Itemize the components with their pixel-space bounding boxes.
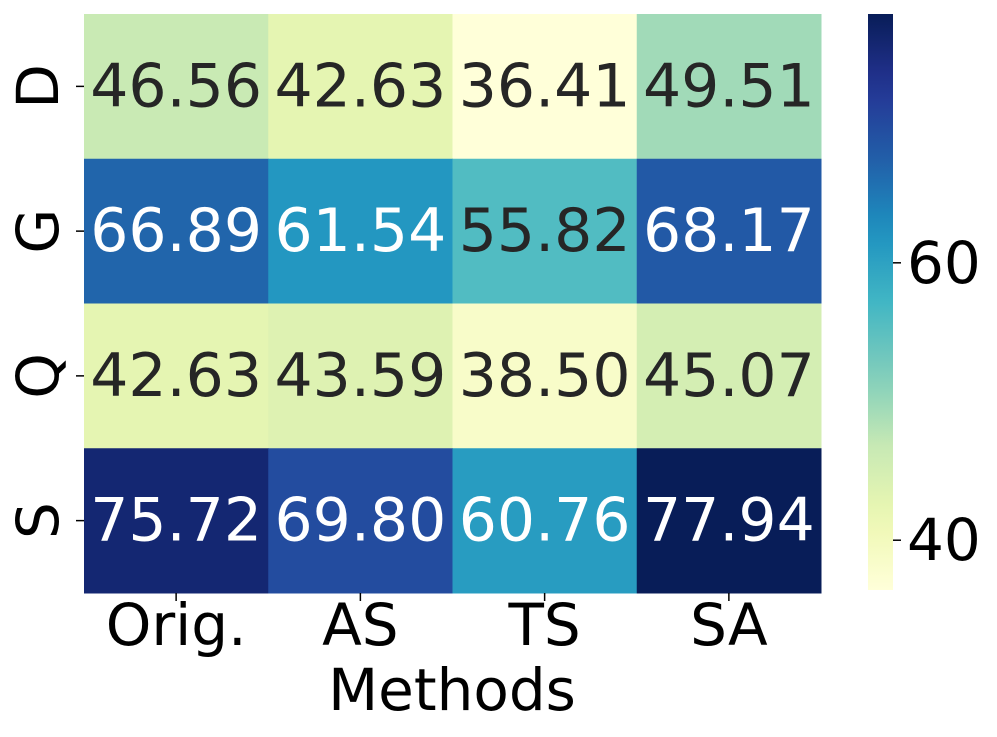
y-tick-label: Q xyxy=(4,353,72,399)
heatmap-cell xyxy=(452,303,638,449)
x-axis-ticks: Orig. AS TS SA xyxy=(106,591,768,659)
heatmap-cell xyxy=(636,448,822,594)
cell-value-label: 75.72 xyxy=(90,486,262,556)
heatmap-cell xyxy=(636,14,822,160)
heatmap-cell xyxy=(268,158,453,304)
cell-value-label: 61.54 xyxy=(274,196,446,266)
cell-value-label: 49.51 xyxy=(643,51,815,121)
heatmap-cell xyxy=(452,158,638,304)
cell-value-label: 45.07 xyxy=(643,341,815,411)
cell-value-label: 77.94 xyxy=(643,486,815,556)
heatmap-cell xyxy=(268,14,453,160)
heatmap-cell xyxy=(84,448,269,594)
x-tick-label: TS xyxy=(508,591,581,659)
cell-value-label: 46.56 xyxy=(90,51,262,121)
y-tick-label: D xyxy=(4,64,72,109)
x-tick-label: SA xyxy=(690,591,768,659)
heatmap-cell xyxy=(268,303,453,449)
heatmap-cell xyxy=(84,14,269,160)
heatmap-cell xyxy=(636,158,822,304)
colorbar-ticks: 40 60 xyxy=(893,229,981,574)
colorbar-tick-label: 40 xyxy=(907,506,981,574)
cell-value-label: 43.59 xyxy=(274,341,446,411)
y-tick-label: G xyxy=(4,209,72,254)
cell-value-label: 60.76 xyxy=(459,486,631,556)
cell-value-label: 36.41 xyxy=(459,51,631,121)
heatmap-cell xyxy=(268,448,453,594)
y-axis-ticks: D G Q S xyxy=(4,64,84,539)
heatmap-cell xyxy=(452,448,638,594)
x-tick-label: Orig. xyxy=(106,591,247,659)
x-tick-label: AS xyxy=(322,591,399,659)
cell-value-label: 55.82 xyxy=(459,196,631,266)
cell-value-label: 42.63 xyxy=(90,341,262,411)
cell-value-label: 38.50 xyxy=(459,341,631,411)
heatmap-cell xyxy=(84,158,269,304)
colorbar xyxy=(868,14,893,590)
cell-value-label: 68.17 xyxy=(643,196,815,266)
heatmap-cell xyxy=(84,303,269,449)
x-axis-label: Methods xyxy=(328,656,576,724)
colorbar-tick-label: 60 xyxy=(907,229,981,297)
cell-value-label: 42.63 xyxy=(274,51,446,121)
heatmap-cell xyxy=(452,14,638,160)
cell-value-label: 69.80 xyxy=(274,486,446,556)
heatmap-cell xyxy=(636,303,822,449)
cell-value-label: 66.89 xyxy=(90,196,262,266)
y-tick-label: S xyxy=(4,502,72,539)
